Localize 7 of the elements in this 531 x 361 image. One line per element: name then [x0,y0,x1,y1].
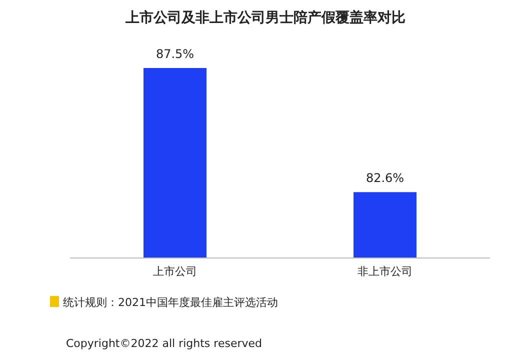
chart-title: 上市公司及非上市公司男士陪产假覆盖率对比 [124,9,406,26]
data-label: 82.6% [366,171,404,186]
text: Copyright©2022 all rights reserved [66,337,262,350]
data-label: 87.5% [156,47,194,61]
x-tick-label: 非上市公司 [358,265,412,278]
text: 统计规则：2021中国年度最佳雇主评选活动 [63,296,278,309]
x-tick-label: 上市公司 [153,265,197,278]
